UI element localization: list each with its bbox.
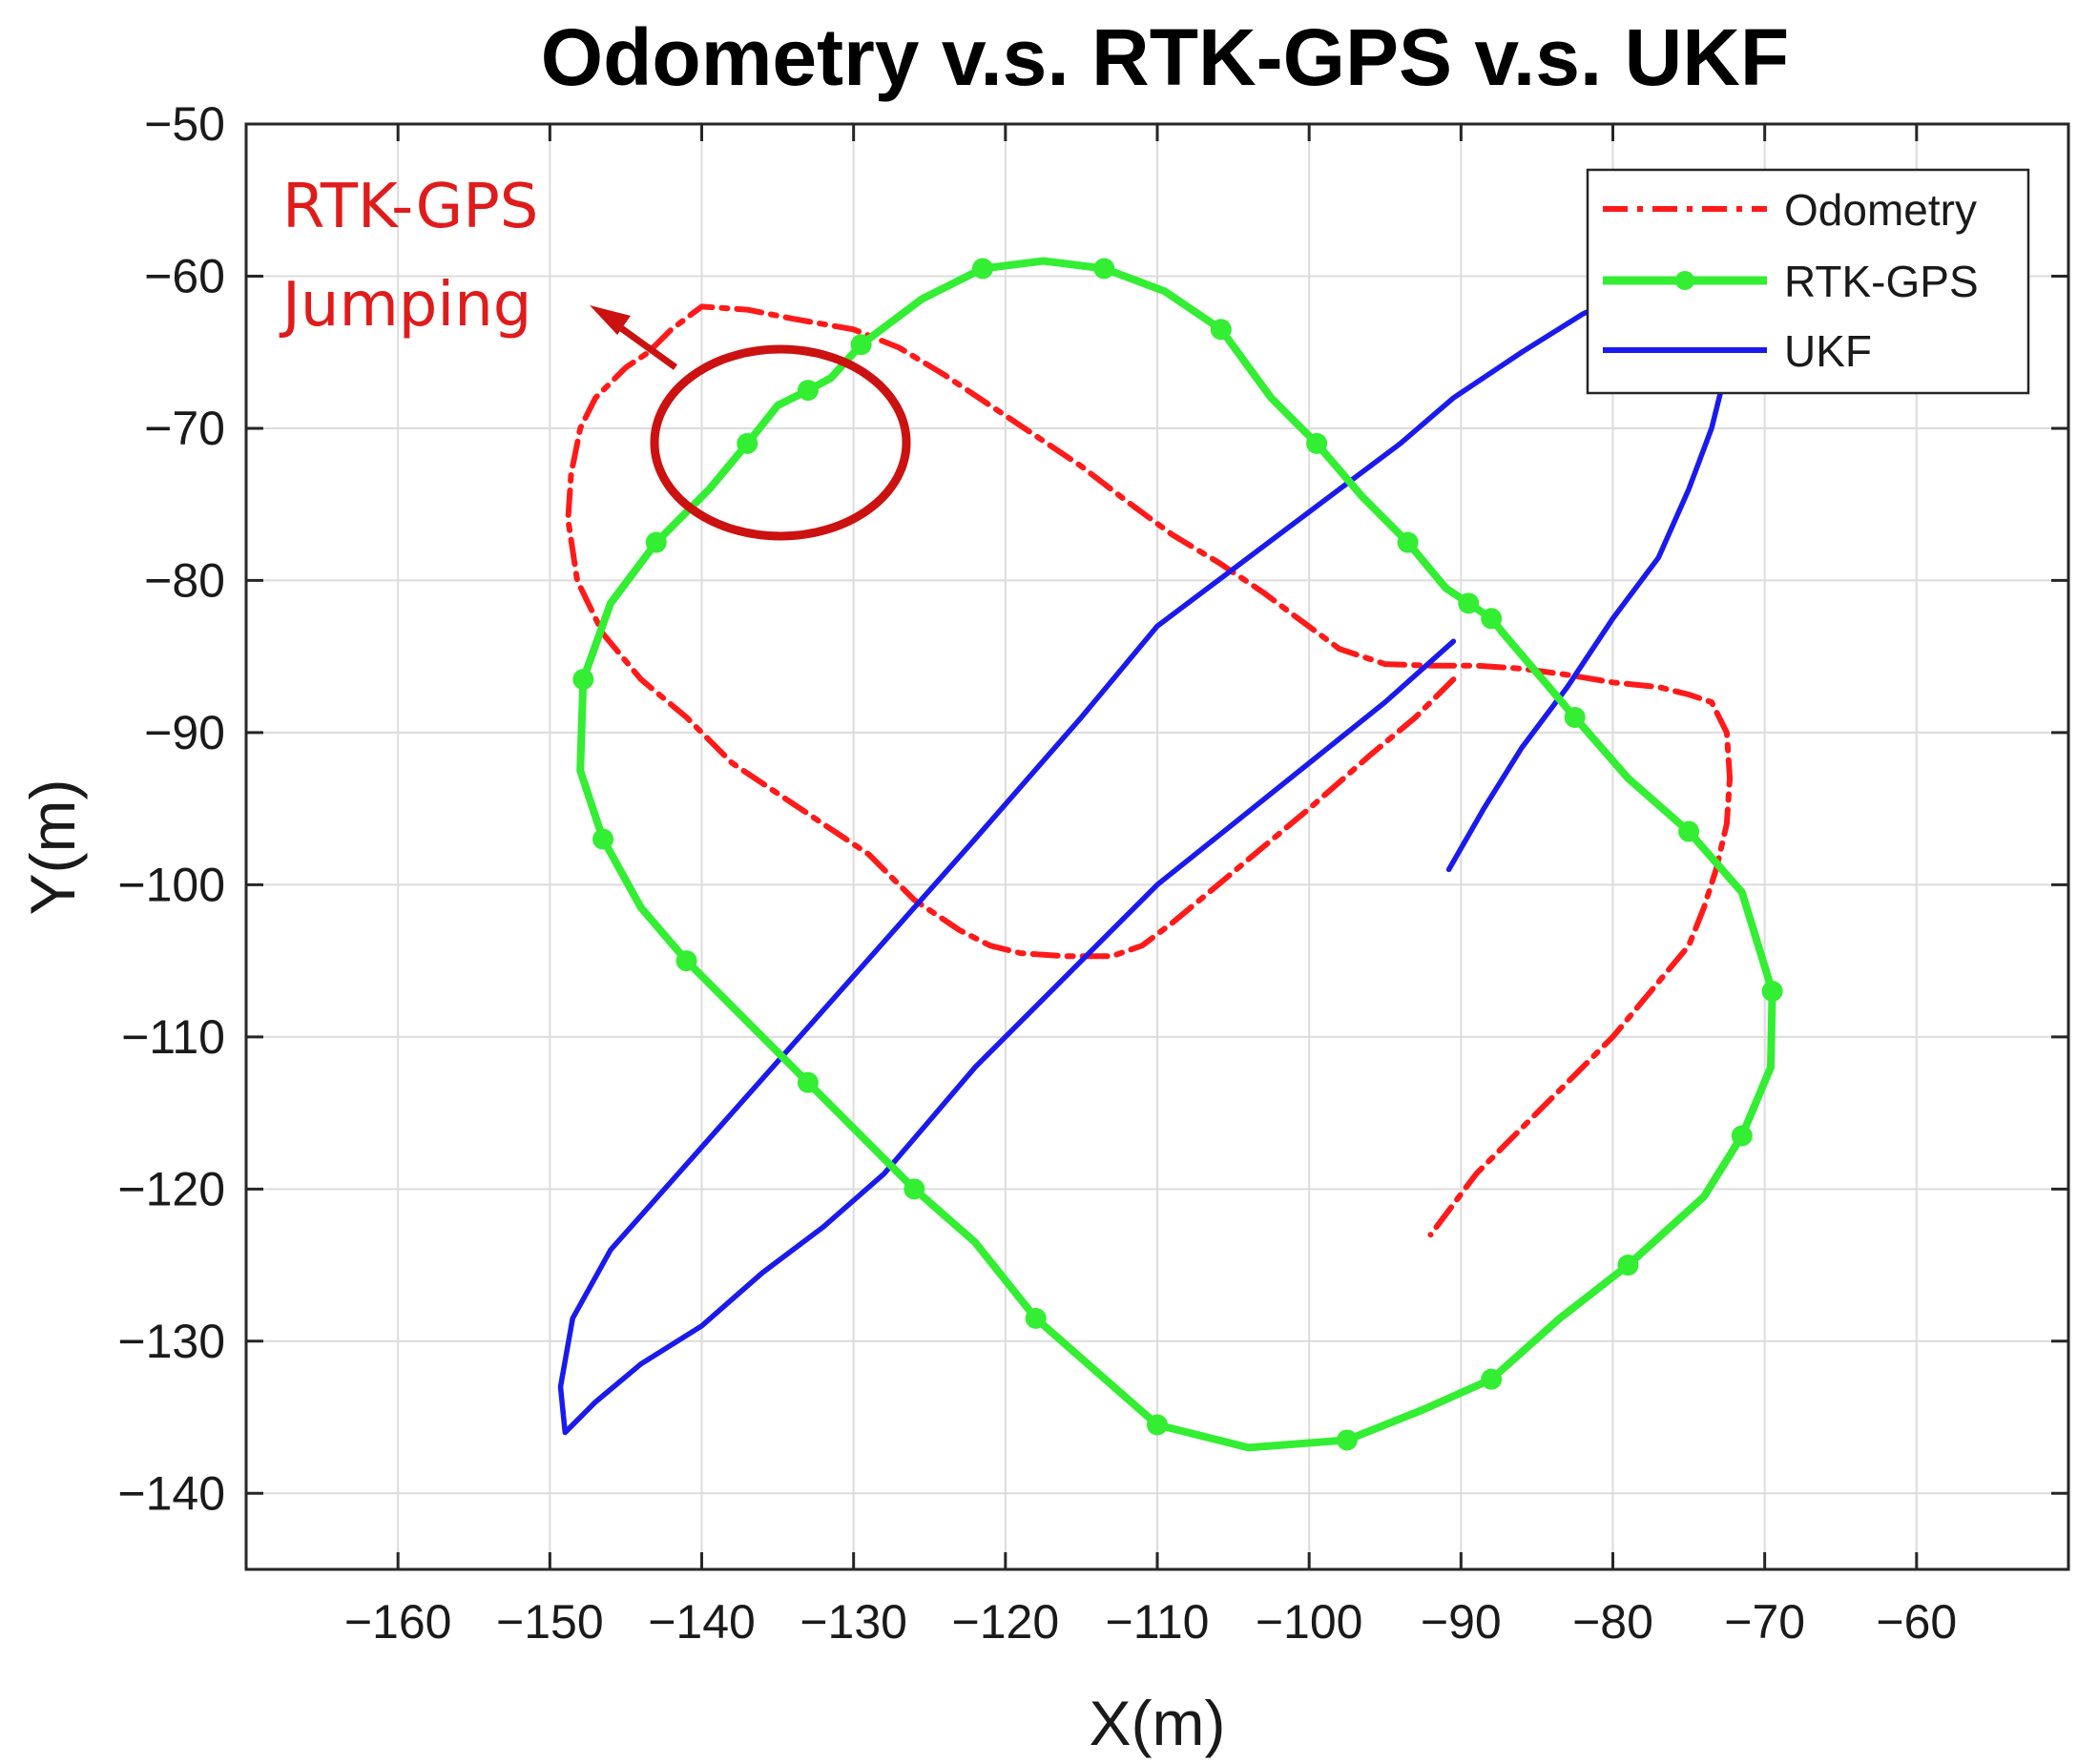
series-odometry-line	[565, 303, 1734, 1238]
x-tick-label: −90	[1421, 1595, 1502, 1649]
y-tick-label: −130	[117, 1315, 225, 1368]
y-tick-label: −50	[144, 97, 225, 151]
x-axis-label: X(m)	[1090, 1688, 1226, 1758]
annotation-line-2: Jumping	[279, 270, 531, 341]
series-rtk-gps-point	[797, 380, 819, 402]
series-rtk-gps-point	[1617, 1255, 1639, 1276]
annotation-circle	[650, 344, 911, 541]
jumping-annotation: RTK-GPS Jumping	[279, 172, 911, 541]
series-rtk-gps-point	[971, 258, 993, 280]
series-rtk-gps-point	[1397, 531, 1419, 553]
x-tick-label: −130	[800, 1595, 907, 1649]
legend-rtkgps-label: RTK-GPS	[1784, 257, 1979, 306]
series-lines	[557, 257, 1783, 1452]
y-tick-label: −70	[144, 402, 225, 455]
series-rtk-gps-point	[1481, 1368, 1503, 1390]
series-rtk-gps-point	[1306, 432, 1328, 454]
chart-title: Odometry v.s. RTK-GPS v.s. UKF	[541, 12, 1789, 102]
series-rtk-gps-point	[737, 432, 758, 454]
x-tick-label: −100	[1256, 1595, 1363, 1649]
series-rtk-gps-point	[797, 1071, 819, 1093]
series-rtk-gps-point	[1210, 319, 1232, 341]
series-rtk-gps-point	[592, 828, 614, 850]
legend: Odometry RTK-GPS UKF	[1586, 168, 2030, 395]
x-tick-label: −110	[1106, 1595, 1210, 1649]
series-rtk-gps-point	[904, 1178, 925, 1200]
x-tick-label: −120	[952, 1595, 1060, 1649]
y-tick-label: −60	[144, 249, 225, 302]
series-rtk-gps-point	[1458, 592, 1480, 614]
y-tick-label: −90	[144, 706, 225, 759]
y-tick-label: −80	[144, 553, 225, 607]
series-rtk-gps-point	[1761, 981, 1783, 1002]
series-rtk-gps-point	[572, 669, 594, 691]
series-rtk-gps-point	[1147, 1414, 1168, 1436]
series-rtk-gps-point	[1731, 1125, 1753, 1147]
y-tick-label: −100	[117, 858, 225, 911]
series-rtk-gps-point	[1093, 258, 1115, 280]
series-rtk-gps-point	[1481, 608, 1503, 630]
y-tick-labels: −50 −60 −70 −80 −90 −100 −110 −120 −130 −140	[117, 97, 225, 1520]
series-rtk-gps-point	[1336, 1429, 1358, 1451]
series-rtk-gps-point	[675, 950, 697, 972]
legend-ukf-label: UKF	[1784, 326, 1872, 376]
annotation-arrowhead	[590, 305, 631, 335]
x-tick-label: −150	[496, 1595, 604, 1649]
annotation-line-1: RTK-GPS	[282, 172, 538, 242]
x-tick-label: −80	[1572, 1595, 1653, 1649]
y-tick-label: −140	[117, 1466, 225, 1520]
legend-rtkgps-marker	[1675, 271, 1694, 290]
y-tick-label: −120	[117, 1162, 225, 1215]
series-rtk-gps-point	[1564, 706, 1586, 728]
series-rtk-gps-point	[1025, 1307, 1047, 1329]
y-axis-label: Y(m)	[17, 779, 88, 916]
legend-odometry-label: Odometry	[1784, 185, 1977, 235]
series-rtk-gps-point	[850, 334, 872, 356]
series-rtk-gps-point	[1678, 820, 1700, 842]
x-tick-label: −70	[1724, 1595, 1805, 1649]
x-tick-labels: −160 −150 −140 −130 −120 −110 −100 −90 −80 −70 −60	[344, 1595, 1957, 1649]
x-tick-label: −160	[344, 1595, 452, 1649]
series-rtk-gps-line	[576, 257, 1776, 1452]
x-tick-label: −60	[1876, 1595, 1957, 1649]
series-rtk-gps-point	[645, 531, 667, 553]
x-tick-label: −140	[648, 1595, 756, 1649]
y-tick-label: −110	[121, 1010, 225, 1064]
plot-frame	[244, 122, 2070, 1571]
